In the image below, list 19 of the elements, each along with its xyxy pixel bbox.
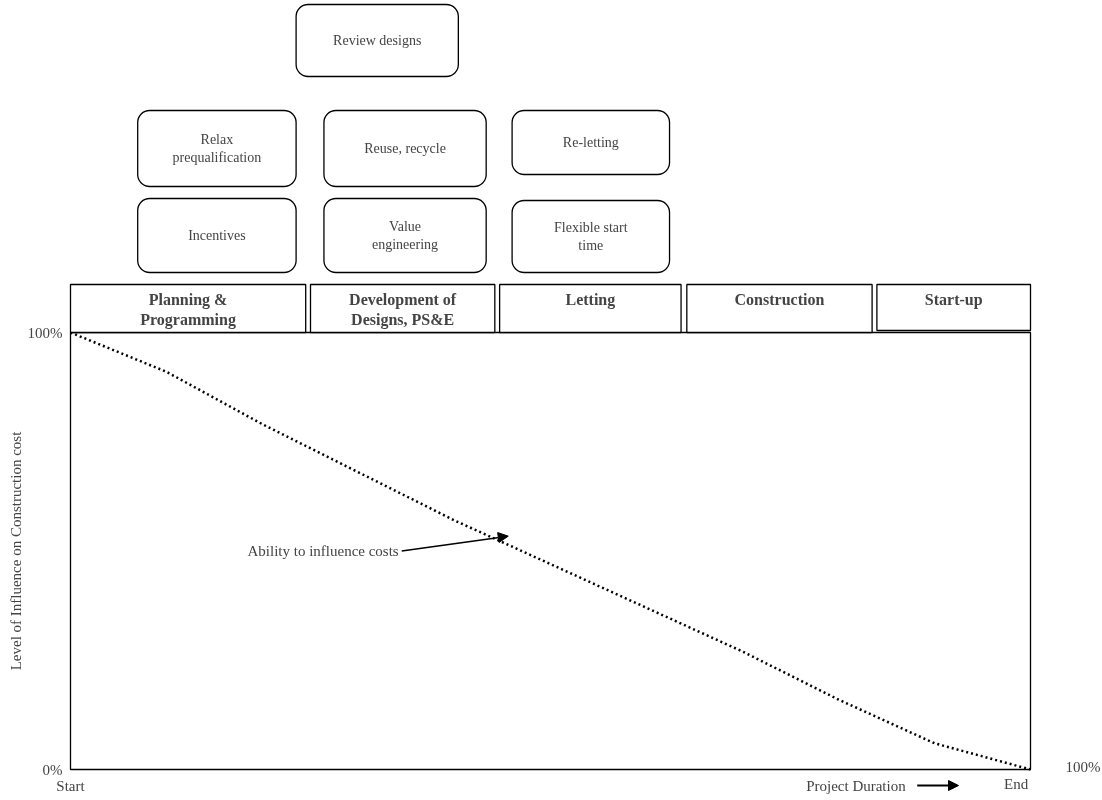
text: Development of Designs, PS&E [349,290,457,329]
text: Flexible start time [554,220,628,253]
text: Value engineering [372,219,439,252]
text: Construction [734,290,825,308]
y-tick-label: 0% [42,761,63,778]
annotation: Ability to influence costs [247,543,399,559]
text: Letting [565,290,616,309]
text: Start-up [924,290,983,309]
text: Re-letting [562,135,619,150]
text: Incentives [188,228,246,243]
text: Review designs [333,33,422,48]
x-axis-title: Project Duration [806,777,907,794]
text: End [1004,775,1029,792]
text: 100% [1065,758,1101,775]
text: Reuse, recycle [364,141,446,156]
text: Start [56,777,86,794]
y-axis-title: Level of Influence on Construction cost [7,430,24,671]
text: Relax prequalification [172,132,262,165]
text: Planning & Programming [140,290,236,329]
